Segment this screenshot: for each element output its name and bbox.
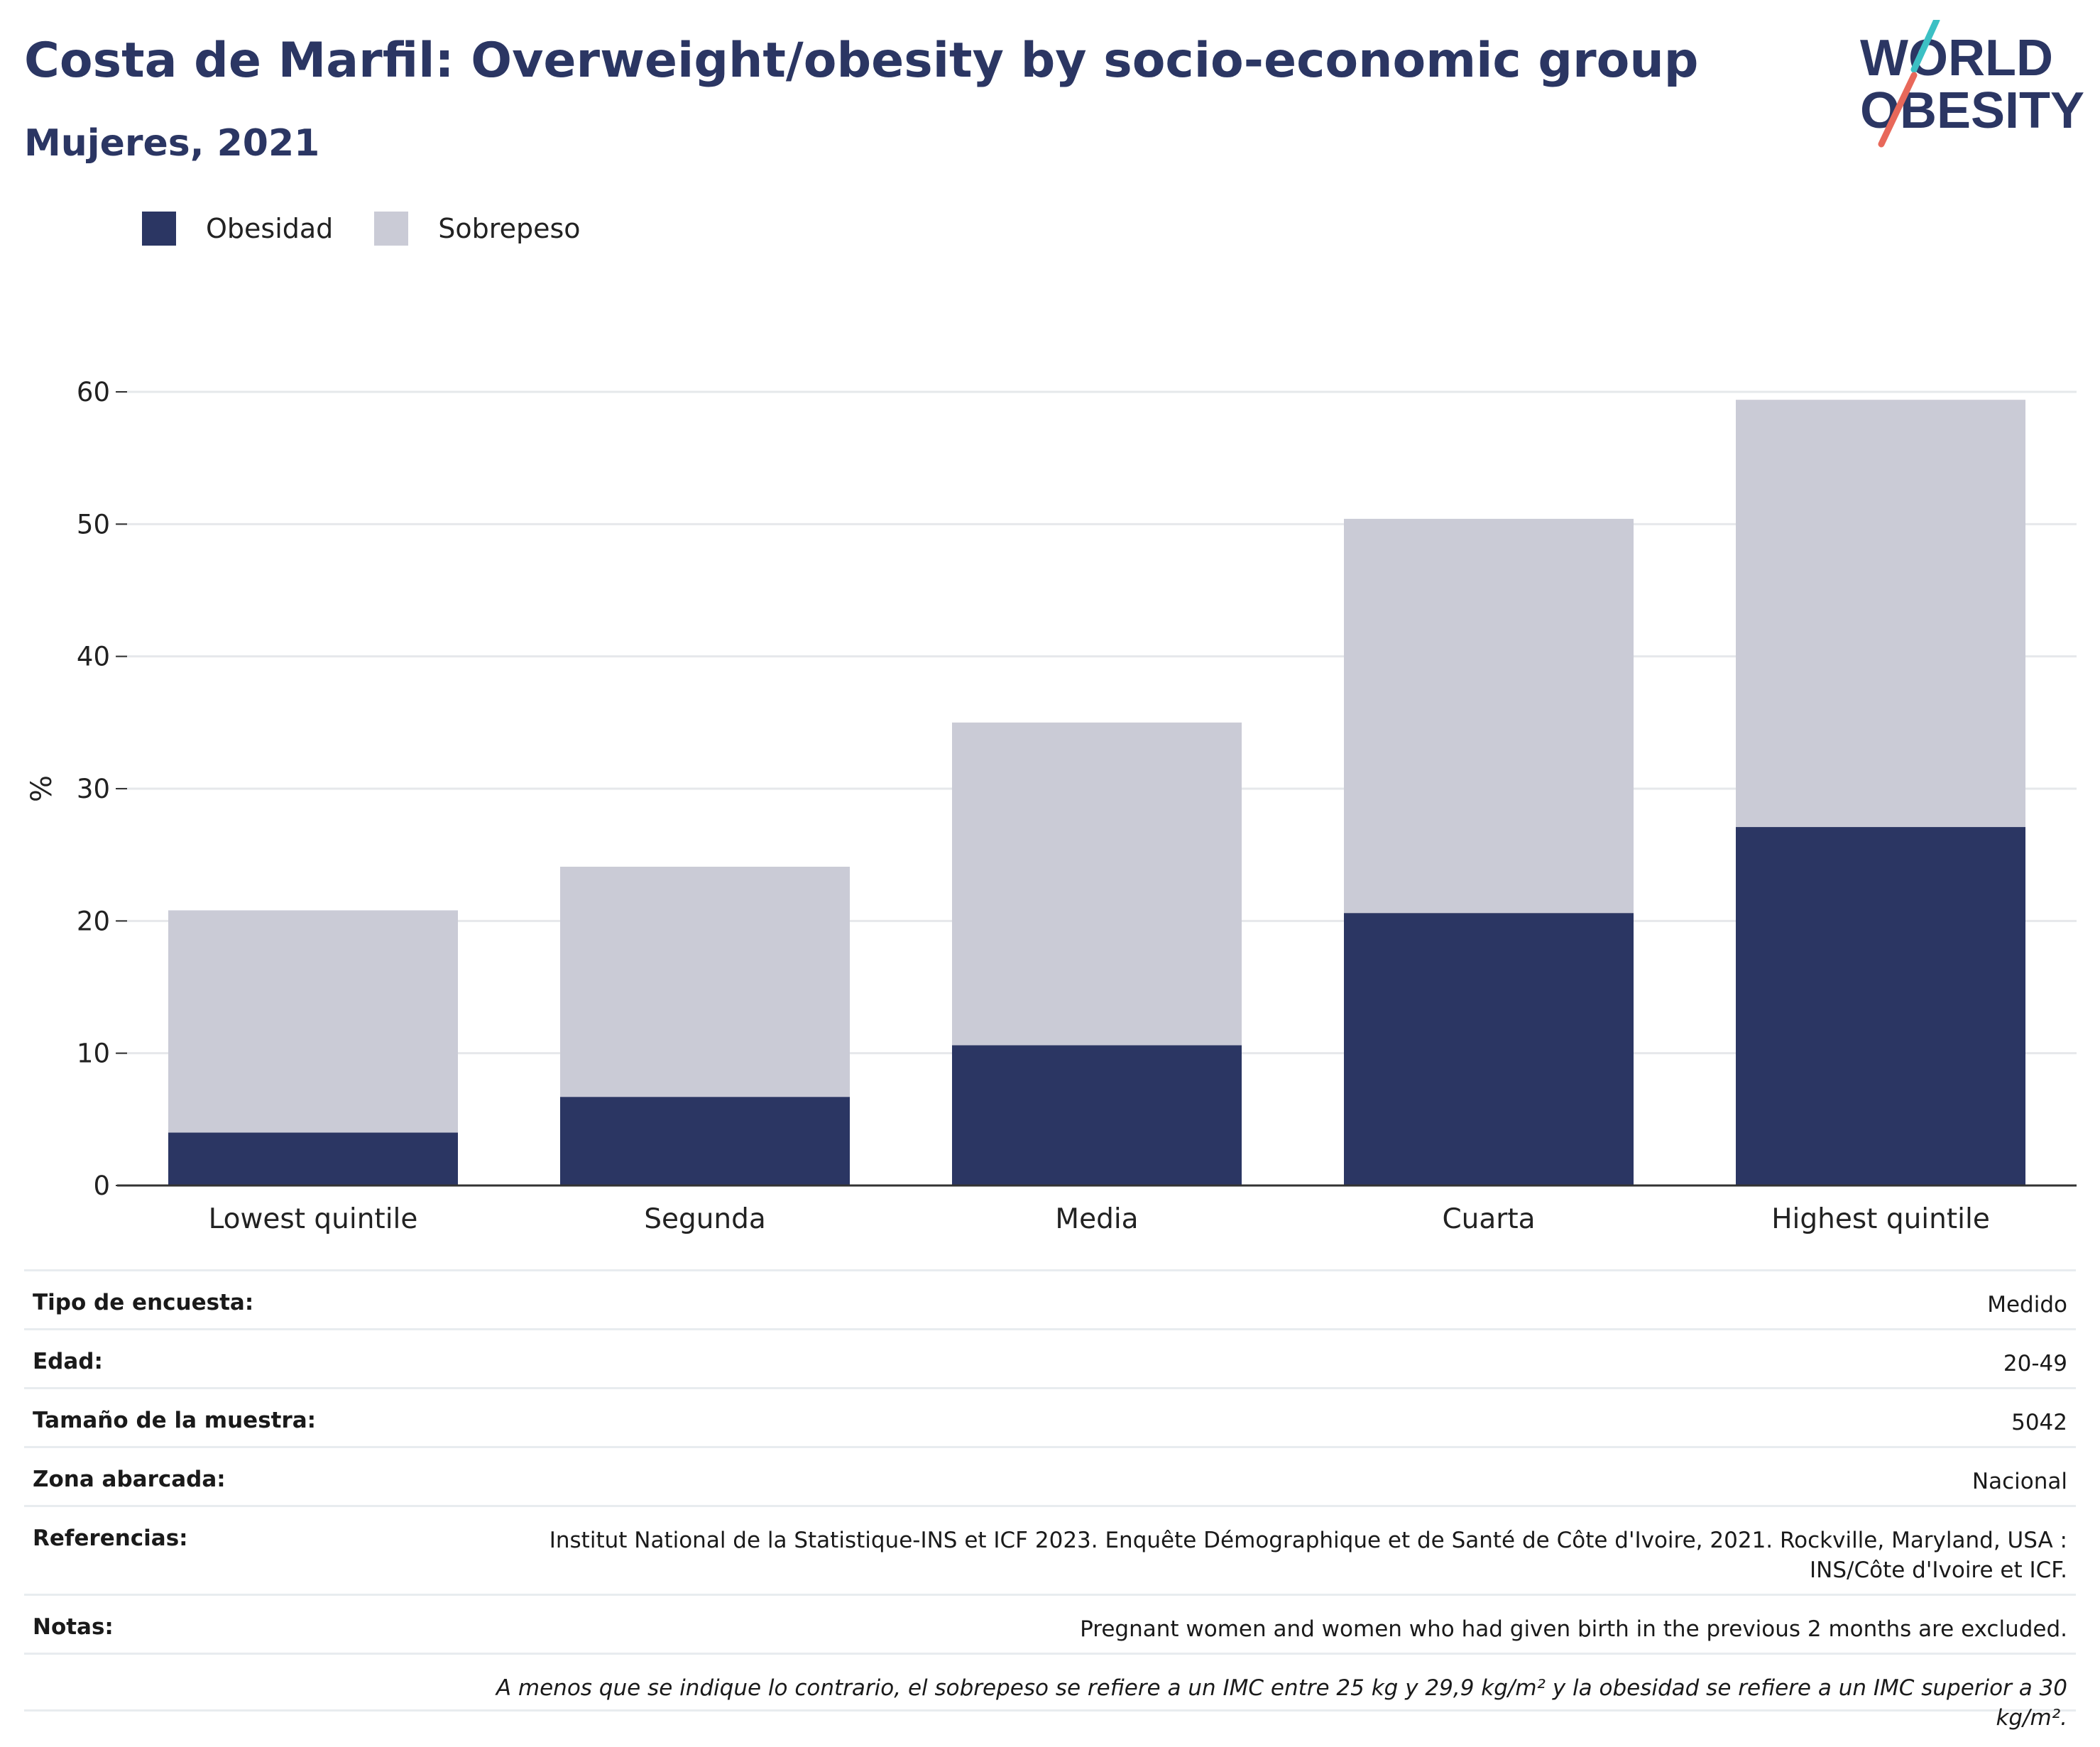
y-tick-label: 20 [77, 906, 110, 936]
row-area: Zona abarcada: Nacional [24, 1446, 2076, 1505]
row-notes: Notas: Pregnant women and women who had … [24, 1594, 2076, 1653]
chart-subtitle: Mujeres, 2021 [24, 122, 320, 165]
x-tick-label: Highest quintile [1771, 1203, 1990, 1235]
survey-info-table: Tipo de encuesta: Medido Edad: 20-49 Tam… [24, 1269, 2076, 1731]
axes: 0 10 20 30 40 50 60% Lowest quintile Segunda Medi… [26, 377, 2077, 1235]
y-tick-label: 40 [77, 642, 110, 672]
value-sample-size: 5042 [2011, 1410, 2067, 1435]
legend-swatch-obesidad [142, 212, 176, 246]
row-survey-type: Tipo de encuesta: Medido [24, 1269, 2076, 1328]
bar-sobrepeso-4[interactable] [1736, 400, 2025, 828]
x-tick-label: Cuarta [1442, 1203, 1535, 1235]
chart-legend: Obesidad Sobrepeso [142, 212, 622, 246]
bar-sobrepeso-1[interactable] [560, 866, 850, 1097]
bar-obesidad-3[interactable] [1344, 913, 1634, 1185]
row-sample-size: Tamaño de la muestra: 5042 [24, 1387, 2076, 1446]
bar-obesidad-4[interactable] [1736, 827, 2025, 1185]
label-notes: Notas: [33, 1614, 114, 1640]
y-tick-label: 10 [77, 1039, 110, 1069]
label-survey-type: Tipo de encuesta: [33, 1290, 254, 1315]
label-references: Referencias: [33, 1526, 188, 1551]
y-tick-label: 0 [93, 1171, 110, 1201]
x-tick-label: Lowest quintile [209, 1203, 418, 1235]
legend-item-sobrepeso[interactable]: Sobrepeso [374, 212, 581, 246]
y-tick-label: 50 [77, 509, 110, 540]
value-survey-type: Medido [1987, 1292, 2067, 1318]
bar-sobrepeso-3[interactable] [1344, 518, 1634, 914]
label-area: Zona abarcada: [33, 1467, 226, 1492]
value-area: Nacional [1972, 1469, 2067, 1494]
y-axis-label: % [26, 775, 58, 802]
value-notes: Pregnant women and women who had given b… [1080, 1616, 2067, 1642]
logo-slash-teal [1910, 20, 1940, 73]
bar-obesidad-1[interactable] [560, 1097, 850, 1185]
bar-sobrepeso-0[interactable] [168, 910, 458, 1133]
label-sample-size: Tamaño de la muestra: [33, 1408, 317, 1433]
legend-item-obesidad[interactable]: Obesidad [142, 212, 333, 246]
x-tick-label: Media [1055, 1203, 1138, 1235]
y-tick-label: 60 [77, 377, 110, 407]
world-obesity-logo: WORLD OBESITY [1860, 20, 2084, 148]
legend-swatch-sobrepeso [374, 212, 409, 246]
row-age: Edad: 20-49 [24, 1328, 2076, 1387]
legend-label-obesidad: Obesidad [206, 213, 334, 244]
y-tick-label: 30 [77, 774, 110, 804]
logo-slash-red [1878, 72, 1918, 148]
footnote-text: A menos que se indique lo contrario, el … [496, 1675, 2067, 1731]
legend-label-sobrepeso: Sobrepeso [438, 213, 581, 244]
row-footnote: A menos que se indique lo contrario, el … [24, 1653, 2076, 1731]
stacked-bar-chart: 0 10 20 30 40 50 60% Lowest quintile Segunda Medi… [26, 377, 2077, 1235]
label-age: Edad: [33, 1349, 103, 1374]
x-tick-label: Segunda [644, 1203, 766, 1235]
bar-sobrepeso-2[interactable] [952, 722, 1242, 1046]
logo-text-world: WORLD [1860, 30, 2053, 87]
bars [168, 400, 2025, 1185]
bar-obesidad-2[interactable] [952, 1045, 1242, 1185]
value-references: Institut National de la Statistique-INS … [549, 1528, 2067, 1583]
bar-obesidad-0[interactable] [168, 1132, 458, 1185]
chart-title: Costa de Marfil: Overweight/obesity by s… [24, 33, 1699, 89]
row-references: Referencias: Institut National de la Sta… [24, 1505, 2076, 1594]
value-age: 20-49 [2003, 1351, 2067, 1376]
